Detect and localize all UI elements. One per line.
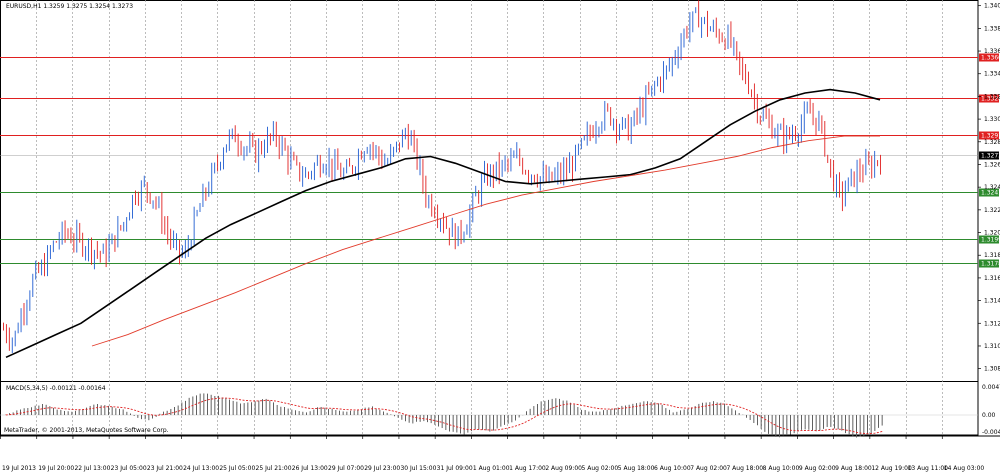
price-tick-label: 1.3305 bbox=[984, 116, 1000, 123]
price-tick-label: 1.3225 bbox=[984, 207, 1000, 214]
level-tag-label: 1.3178 bbox=[981, 261, 1000, 268]
moving-average-black bbox=[5, 88, 881, 359]
level-tag-label: 1.3199 bbox=[981, 237, 1000, 244]
time-tick-label: 29 Jul 07:00 bbox=[328, 465, 364, 472]
price-tick-label: 1.3205 bbox=[984, 230, 1000, 237]
price-tick-label: 1.3185 bbox=[984, 252, 1000, 259]
time-tick-label: 25 Jul 21:00 bbox=[256, 465, 292, 472]
time-tick-label: 2 Aug 09:00 bbox=[545, 465, 582, 472]
macd-signal-line bbox=[5, 397, 883, 435]
price-tick-label: 1.3165 bbox=[984, 275, 1000, 282]
price-tick-label: 1.3145 bbox=[984, 298, 1000, 305]
time-tick-label: 7 Aug 02:00 bbox=[690, 465, 727, 472]
time-tick-label: 8 Aug 10:00 bbox=[763, 465, 800, 472]
macd-header: MACD(5,34,5) -0.00121 -0.00164 bbox=[6, 385, 106, 392]
chart-grid bbox=[0, 0, 1000, 437]
time-axis: 19 Jul 2013 19 Jul 20:00 22 Jul 13:00 23 Ju… bbox=[0, 436, 985, 472]
price-tick-label: 1.3365 bbox=[984, 48, 1000, 55]
price-tick-label: 1.3105 bbox=[984, 343, 1000, 350]
symbol-header: EURUSD,H1 1.3259 1.3275 1.3254 1.3273 bbox=[6, 3, 133, 10]
copyright-text: MetaTrader, © 2001-2013, MetaQuotes Soft… bbox=[4, 427, 169, 434]
time-tick-label: 25 Jul 05:00 bbox=[219, 465, 255, 472]
price-tick-label: 1.3245 bbox=[984, 184, 1000, 191]
time-tick-label: 26 Jul 13:00 bbox=[292, 465, 328, 472]
time-tick-label: 1 Aug 01:00 bbox=[473, 465, 510, 472]
time-tick-label: 23 Jul 21:00 bbox=[147, 465, 183, 472]
time-tick-label: 9 Aug 02:00 bbox=[799, 465, 836, 472]
price-tick-label: 1.3345 bbox=[984, 71, 1000, 78]
price-tick-label: 1.3125 bbox=[984, 320, 1000, 327]
time-tick-label: 9 Aug 18:00 bbox=[835, 465, 872, 472]
moving-average-red bbox=[91, 135, 880, 347]
moving-averages bbox=[5, 88, 881, 359]
time-tick-label: 5 Aug 18:00 bbox=[618, 465, 655, 472]
level-tag-label: 1.3360 bbox=[981, 55, 1000, 62]
time-tick-label: 1 Aug 17:00 bbox=[509, 465, 546, 472]
time-tick-label: 24 Jul 13:00 bbox=[183, 465, 219, 472]
time-tick-label: 6 Aug 10:00 bbox=[654, 465, 691, 472]
level-tag bbox=[979, 259, 999, 268]
macd-tick-label: 0.00 bbox=[982, 412, 996, 419]
time-tick-label: 12 Aug 19:00 bbox=[871, 465, 912, 472]
candlesticks bbox=[3, 0, 881, 354]
time-tick-label: 31 Jul 09:00 bbox=[437, 465, 473, 472]
time-tick-label: 14 Aug 03:00 bbox=[944, 465, 985, 472]
time-tick-label: 30 Jul 15:00 bbox=[400, 465, 436, 472]
horizontal-levels: 1.3360 1.3324 1.3291 1.3273 1.3241 1.3199 1.31… bbox=[0, 53, 1000, 268]
level-tag bbox=[979, 53, 999, 62]
time-tick-label: 7 Aug 18:00 bbox=[726, 465, 763, 472]
price-tick-label: 1.3085 bbox=[984, 366, 1000, 373]
level-tag-label: 1.3324 bbox=[981, 96, 1000, 103]
time-tick-label: 22 Jul 13:00 bbox=[74, 465, 110, 472]
level-tag bbox=[979, 151, 999, 160]
level-tag bbox=[979, 188, 999, 197]
price-tick-label: 1.3385 bbox=[984, 25, 1000, 32]
level-tag bbox=[979, 235, 999, 244]
price-tick-label: 1.3405 bbox=[984, 3, 1000, 10]
level-tag-label: 1.3241 bbox=[981, 190, 1000, 197]
price-tick-label: 1.3285 bbox=[984, 139, 1000, 146]
time-tick-label: 23 Jul 05:00 bbox=[111, 465, 147, 472]
time-tick-label: 19 Jul 2013 bbox=[2, 465, 36, 472]
price-tick-label: 1.3325 bbox=[984, 93, 1000, 100]
level-tag-label: 1.3273 bbox=[981, 153, 1000, 160]
macd-panel: 0.0047 0.00 -0.00476 bbox=[0, 384, 1000, 438]
macd-tick-label: 0.0047 bbox=[982, 384, 1000, 391]
chart-frame bbox=[0, 0, 979, 436]
time-tick-label: 19 Jul 20:00 bbox=[38, 465, 74, 472]
macd-tick-label: -0.00476 bbox=[982, 429, 1000, 436]
level-tag-label: 1.3291 bbox=[981, 133, 1000, 140]
time-tick-label: 13 Aug 11:00 bbox=[908, 465, 949, 472]
price-tick-label: 1.3265 bbox=[984, 161, 1000, 168]
level-tag bbox=[979, 94, 999, 103]
time-tick-label: 29 Jul 23:00 bbox=[364, 465, 400, 472]
price-axis: 1.3405 1.3385 1.3365 1.3345 1.3325 1.3305 1.32… bbox=[978, 3, 1000, 373]
level-tag bbox=[979, 131, 999, 140]
time-tick-label: 5 Aug 02:00 bbox=[582, 465, 619, 472]
